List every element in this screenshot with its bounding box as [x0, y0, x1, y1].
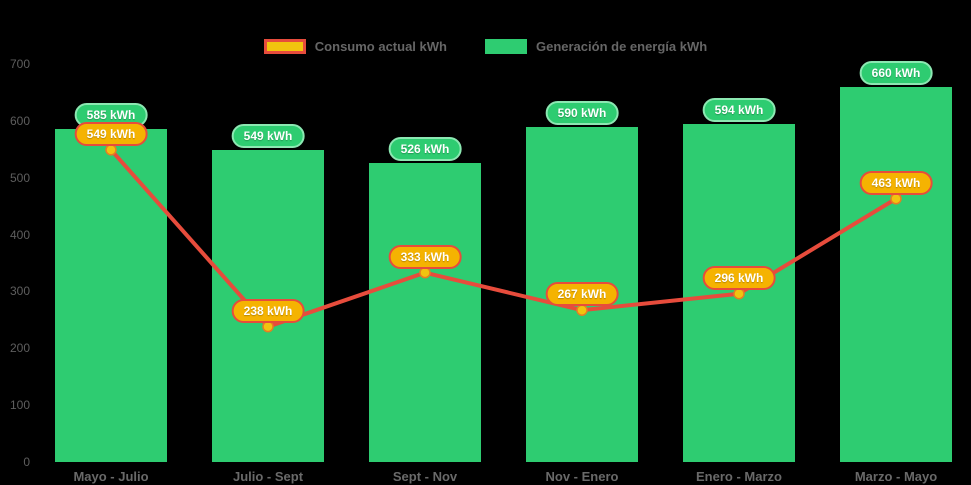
consumo-legend-swatch	[263, 39, 306, 54]
consumo-legend-label: Consumo actual kWh	[314, 39, 447, 54]
generation-bar[interactable]	[683, 124, 795, 462]
x-axis-category-label: Julio - Sept	[232, 469, 304, 484]
y-axis-tick-label: 500	[9, 170, 30, 185]
y-axis-tick-label: 300	[9, 284, 30, 299]
chart-legend: Consumo actual kWh Generación de energía…	[0, 39, 971, 54]
x-axis-category-label: Enero - Marzo	[696, 469, 782, 484]
x-axis-category-label: Marzo - Mayo	[854, 469, 938, 484]
consumption-value-label: 267 kWh	[545, 282, 619, 307]
legend-item-consumo[interactable]: Consumo actual kWh	[263, 39, 447, 54]
y-axis-tick-label: 200	[9, 341, 30, 356]
consumption-value-label: 549 kWh	[74, 121, 148, 146]
y-axis-tick-label: 600	[9, 113, 30, 128]
consumption-value-label: 238 kWh	[231, 298, 305, 323]
y-axis-tick-label: 400	[9, 227, 30, 242]
x-axis-category-label: Nov - Enero	[545, 469, 619, 484]
y-axis-tick-label: 0	[23, 455, 30, 469]
generacion-legend-swatch	[484, 39, 527, 54]
x-axis-category-label: Mayo - Julio	[73, 469, 149, 484]
y-axis-tick-label: 100	[9, 398, 30, 413]
generation-value-label: 590 kWh	[545, 100, 619, 125]
generation-value-label: 526 kWh	[388, 136, 462, 161]
generacion-legend-label: Generación de energía kWh	[535, 39, 708, 54]
generation-value-label: 660 kWh	[859, 60, 933, 85]
consumption-value-label: 463 kWh	[859, 170, 933, 195]
generation-bar[interactable]	[840, 86, 952, 462]
generation-value-label: 549 kWh	[231, 123, 305, 148]
consumption-value-label: 296 kWh	[702, 265, 776, 290]
generation-value-label: 594 kWh	[702, 98, 776, 123]
consumption-value-label: 333 kWh	[388, 244, 462, 269]
generation-bar[interactable]	[55, 129, 167, 462]
legend-item-generacion[interactable]: Generación de energía kWh	[484, 39, 708, 54]
y-axis-tick-label: 700	[9, 57, 30, 71]
generation-bar[interactable]	[369, 162, 481, 462]
x-axis-category-label: Sept - Nov	[392, 469, 458, 484]
